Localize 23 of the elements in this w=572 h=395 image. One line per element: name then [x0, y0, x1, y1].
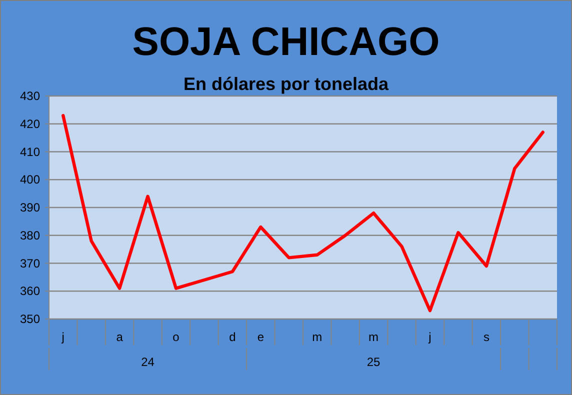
x-tick-label: s — [483, 330, 490, 344]
y-tick-label: 350 — [20, 312, 40, 326]
x-tick-label: d — [229, 330, 236, 344]
y-tick-label: 400 — [20, 172, 40, 187]
x-tick-label: m — [368, 330, 379, 344]
x-tick-label: j — [60, 330, 64, 344]
y-tick-label: 370 — [20, 256, 40, 270]
y-tick-label: 380 — [20, 228, 40, 242]
x-tick-label: m — [312, 330, 322, 344]
x-tick-label: e — [257, 330, 264, 344]
chart-subtitle: En dólares por tonelada — [183, 74, 390, 94]
y-tick-label: 410 — [20, 144, 40, 159]
y-tick-label: 430 — [20, 89, 40, 103]
text: 24 — [141, 355, 155, 369]
chart-title: SOJA CHICAGO — [132, 20, 440, 64]
y-tick-label: 360 — [20, 284, 40, 298]
x-tick-label: a — [116, 330, 124, 344]
x-tick-label: j — [428, 330, 432, 344]
line-series — [62, 114, 544, 312]
y-tick-label: 390 — [20, 200, 40, 214]
y-tick-label: 420 — [20, 116, 40, 131]
x-tick-label: o — [172, 330, 180, 344]
text: 25 — [366, 355, 381, 369]
